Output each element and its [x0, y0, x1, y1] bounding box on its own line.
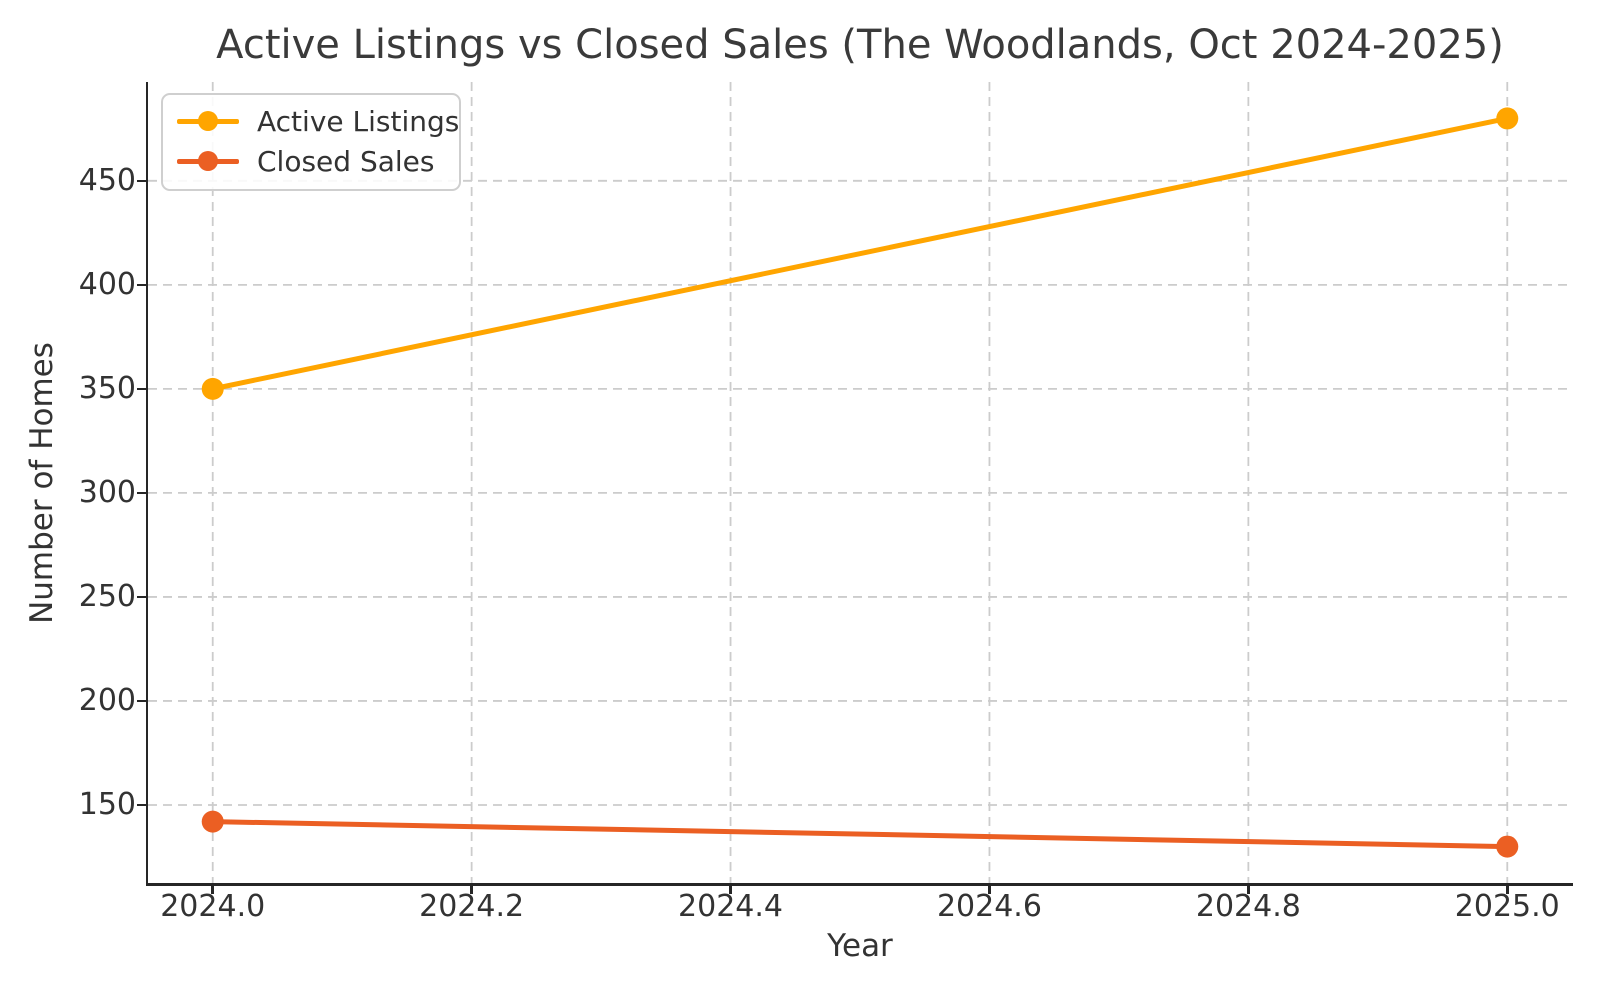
data-point-closed-sales: [201, 810, 224, 833]
y-tick-mark: [137, 595, 146, 599]
y-tick-mark: [137, 283, 146, 287]
y-tick-label: 150: [78, 786, 136, 822]
legend-entry-active-listings: Active Listings: [177, 101, 459, 141]
data-point-closed-sales: [1496, 835, 1519, 858]
x-tick-label: 2025.0: [1454, 889, 1560, 924]
y-tick-label: 250: [78, 578, 136, 614]
x-tick-mark: [729, 885, 732, 894]
plot-canvas: [148, 82, 1572, 883]
y-tick-label: 200: [78, 682, 136, 718]
y-tick-label: 350: [78, 370, 136, 406]
x-tick-mark: [1247, 885, 1250, 894]
x-axis-label: Year: [827, 928, 893, 964]
y-tick-mark: [137, 387, 146, 391]
series-line-active-listings: [210, 115, 1510, 392]
chart-title: Active Listings vs Closed Sales (The Woo…: [216, 22, 1504, 68]
x-tick-mark: [470, 885, 473, 894]
y-tick-label: 450: [78, 162, 136, 198]
series-line-closed-sales: [210, 819, 1510, 850]
y-tick-label: 400: [78, 266, 136, 302]
x-tick-label: 2024.8: [1195, 889, 1301, 924]
y-tick-mark: [137, 699, 146, 703]
y-tick-mark: [137, 179, 146, 183]
y-tick-mark: [137, 803, 146, 807]
legend-swatch-line-marker-icon: [177, 109, 239, 133]
legend-entry-closed-sales: Closed Sales: [177, 141, 459, 181]
data-point-active-listings: [1496, 107, 1519, 130]
x-tick-mark: [1506, 885, 1509, 894]
plot-area: [148, 82, 1572, 883]
data-point-active-listings: [201, 377, 224, 400]
x-axis-spine: [145, 883, 1573, 886]
x-tick-mark: [211, 885, 214, 894]
x-tick-label: 2024.2: [419, 889, 525, 924]
legend-swatch-line-marker-icon: [177, 149, 239, 173]
y-tick-label: 300: [78, 474, 136, 510]
x-tick-label: 2024.6: [936, 889, 1042, 924]
legend-label: Closed Sales: [257, 144, 435, 178]
legend-label: Active Listings: [257, 104, 460, 138]
legend: Active Listings Closed Sales: [161, 93, 461, 191]
y-axis-spine: [145, 82, 148, 886]
y-tick-mark: [137, 491, 146, 495]
x-tick-label: 2024.4: [678, 889, 784, 924]
x-tick-label: 2024.0: [160, 889, 266, 924]
x-tick-mark: [988, 885, 991, 894]
